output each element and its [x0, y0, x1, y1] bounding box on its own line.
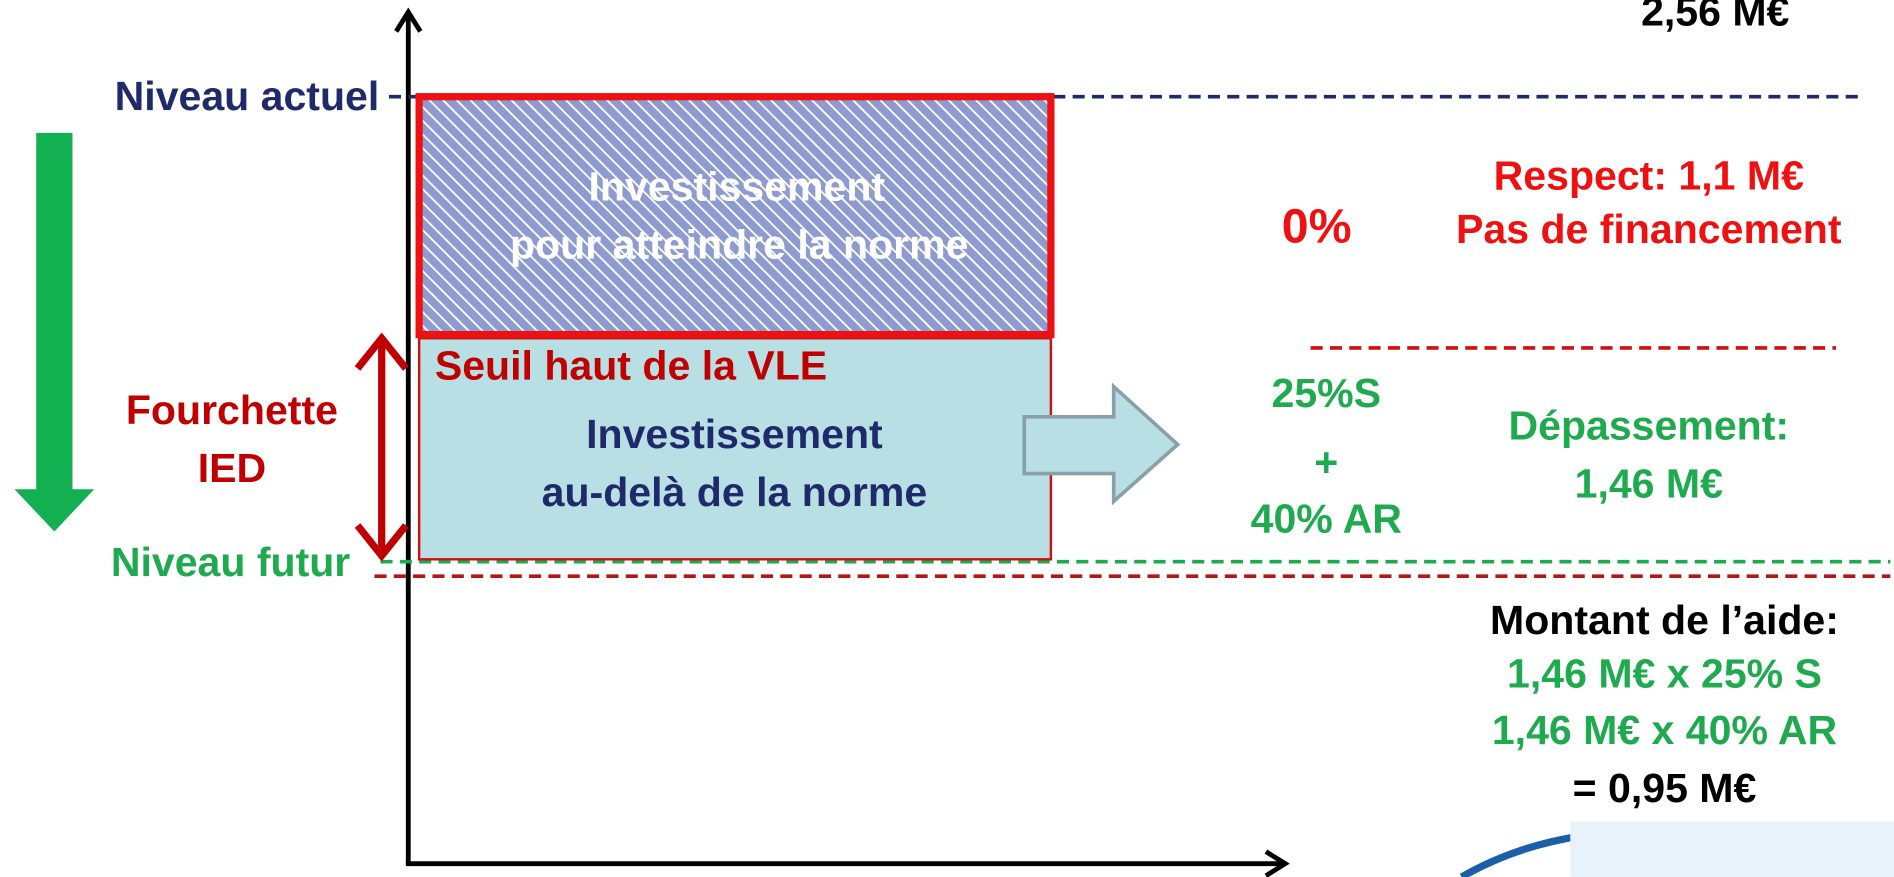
- respect-label: Pas de financement: [1456, 206, 1842, 252]
- upper-box: [415, 93, 1055, 339]
- respect-label: Respect: 1,1 M€: [1494, 153, 1804, 199]
- excess-label: Dépassement:: [1508, 403, 1789, 449]
- range-arrow: [354, 332, 409, 562]
- down-arrow: [14, 132, 95, 532]
- current-level-label: Niveau actuel: [115, 73, 380, 119]
- threshold-label: Seuil haut de la VLE: [435, 342, 827, 388]
- upper-box-label: pour atteindre la norme: [510, 221, 968, 267]
- lower-box-label: Investissement: [586, 411, 883, 457]
- aid-total: = 0,95 M€: [1573, 765, 1757, 811]
- aid-line: 1,46 M€ x 25% S: [1507, 650, 1822, 696]
- aid-title: Montant de l’aide:: [1490, 597, 1839, 643]
- top-amount: 2,56 M€: [1641, 0, 1789, 34]
- excess-rate: +: [1314, 439, 1338, 485]
- axes: [394, 7, 1290, 877]
- future-level-label: Niveau futur: [111, 539, 350, 585]
- range-label: Fourchette: [126, 387, 338, 433]
- block-arrow: [1022, 382, 1181, 506]
- range-label: IED: [198, 445, 266, 491]
- upper-box-label: Investissement: [589, 164, 886, 210]
- excess-rate: 25%S: [1272, 370, 1382, 416]
- respect-rate: 0%: [1282, 199, 1352, 253]
- lower-box-label: au-delà de la norme: [542, 469, 928, 515]
- excess-label: 1,46 M€: [1575, 461, 1723, 507]
- excess-rate: 40% AR: [1251, 496, 1402, 542]
- aid-line: 1,46 M€ x 40% AR: [1492, 707, 1837, 753]
- lower-box: [417, 337, 1053, 561]
- logo-bg: [1570, 821, 1894, 877]
